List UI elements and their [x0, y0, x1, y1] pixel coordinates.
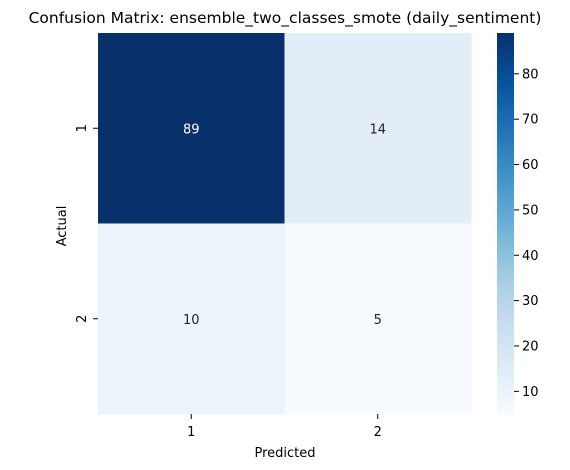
heatmap-cell-labels: 89 14 10 5 [183, 122, 386, 328]
colorbar-tick-label: 10 [522, 385, 539, 400]
cell-value-label: 10 [183, 313, 200, 328]
x-axis-label: Predicted [254, 446, 315, 461]
y-tick-label: 1 [75, 124, 90, 132]
colorbar-ticks: 10 20 30 40 50 60 70 80 [514, 67, 539, 400]
colorbar-tick-label: 50 [522, 203, 539, 218]
x-tick-label: 2 [374, 425, 382, 440]
heatmap-cells [98, 33, 472, 415]
cell-value-label: 14 [369, 122, 386, 137]
colorbar-tick-label: 80 [522, 67, 539, 82]
chart-title: Confusion Matrix: ensemble_two_classes_s… [29, 9, 542, 28]
colorbar-tick-label: 70 [522, 113, 539, 128]
cell-value-label: 89 [183, 122, 200, 137]
y-axis-label: Actual [55, 206, 70, 247]
colorbar-tick-label: 30 [522, 294, 539, 309]
colorbar-tick-label: 40 [522, 249, 539, 264]
colorbar-tick-label: 20 [522, 339, 539, 354]
heatmap-cell-r1-c2 [284, 33, 472, 224]
heatmap-cell-r1-c1 [98, 33, 285, 224]
cell-value-label: 5 [374, 313, 382, 328]
x-tick-label: 1 [187, 425, 195, 440]
heatmap-cell-r2-c1 [98, 223, 285, 415]
colorbar-tick-label: 60 [522, 158, 539, 173]
y-tick-label: 2 [75, 315, 90, 323]
colorbar [497, 33, 514, 414]
y-axis: 12 [75, 124, 98, 323]
heatmap-cell-r2-c2 [284, 223, 472, 415]
